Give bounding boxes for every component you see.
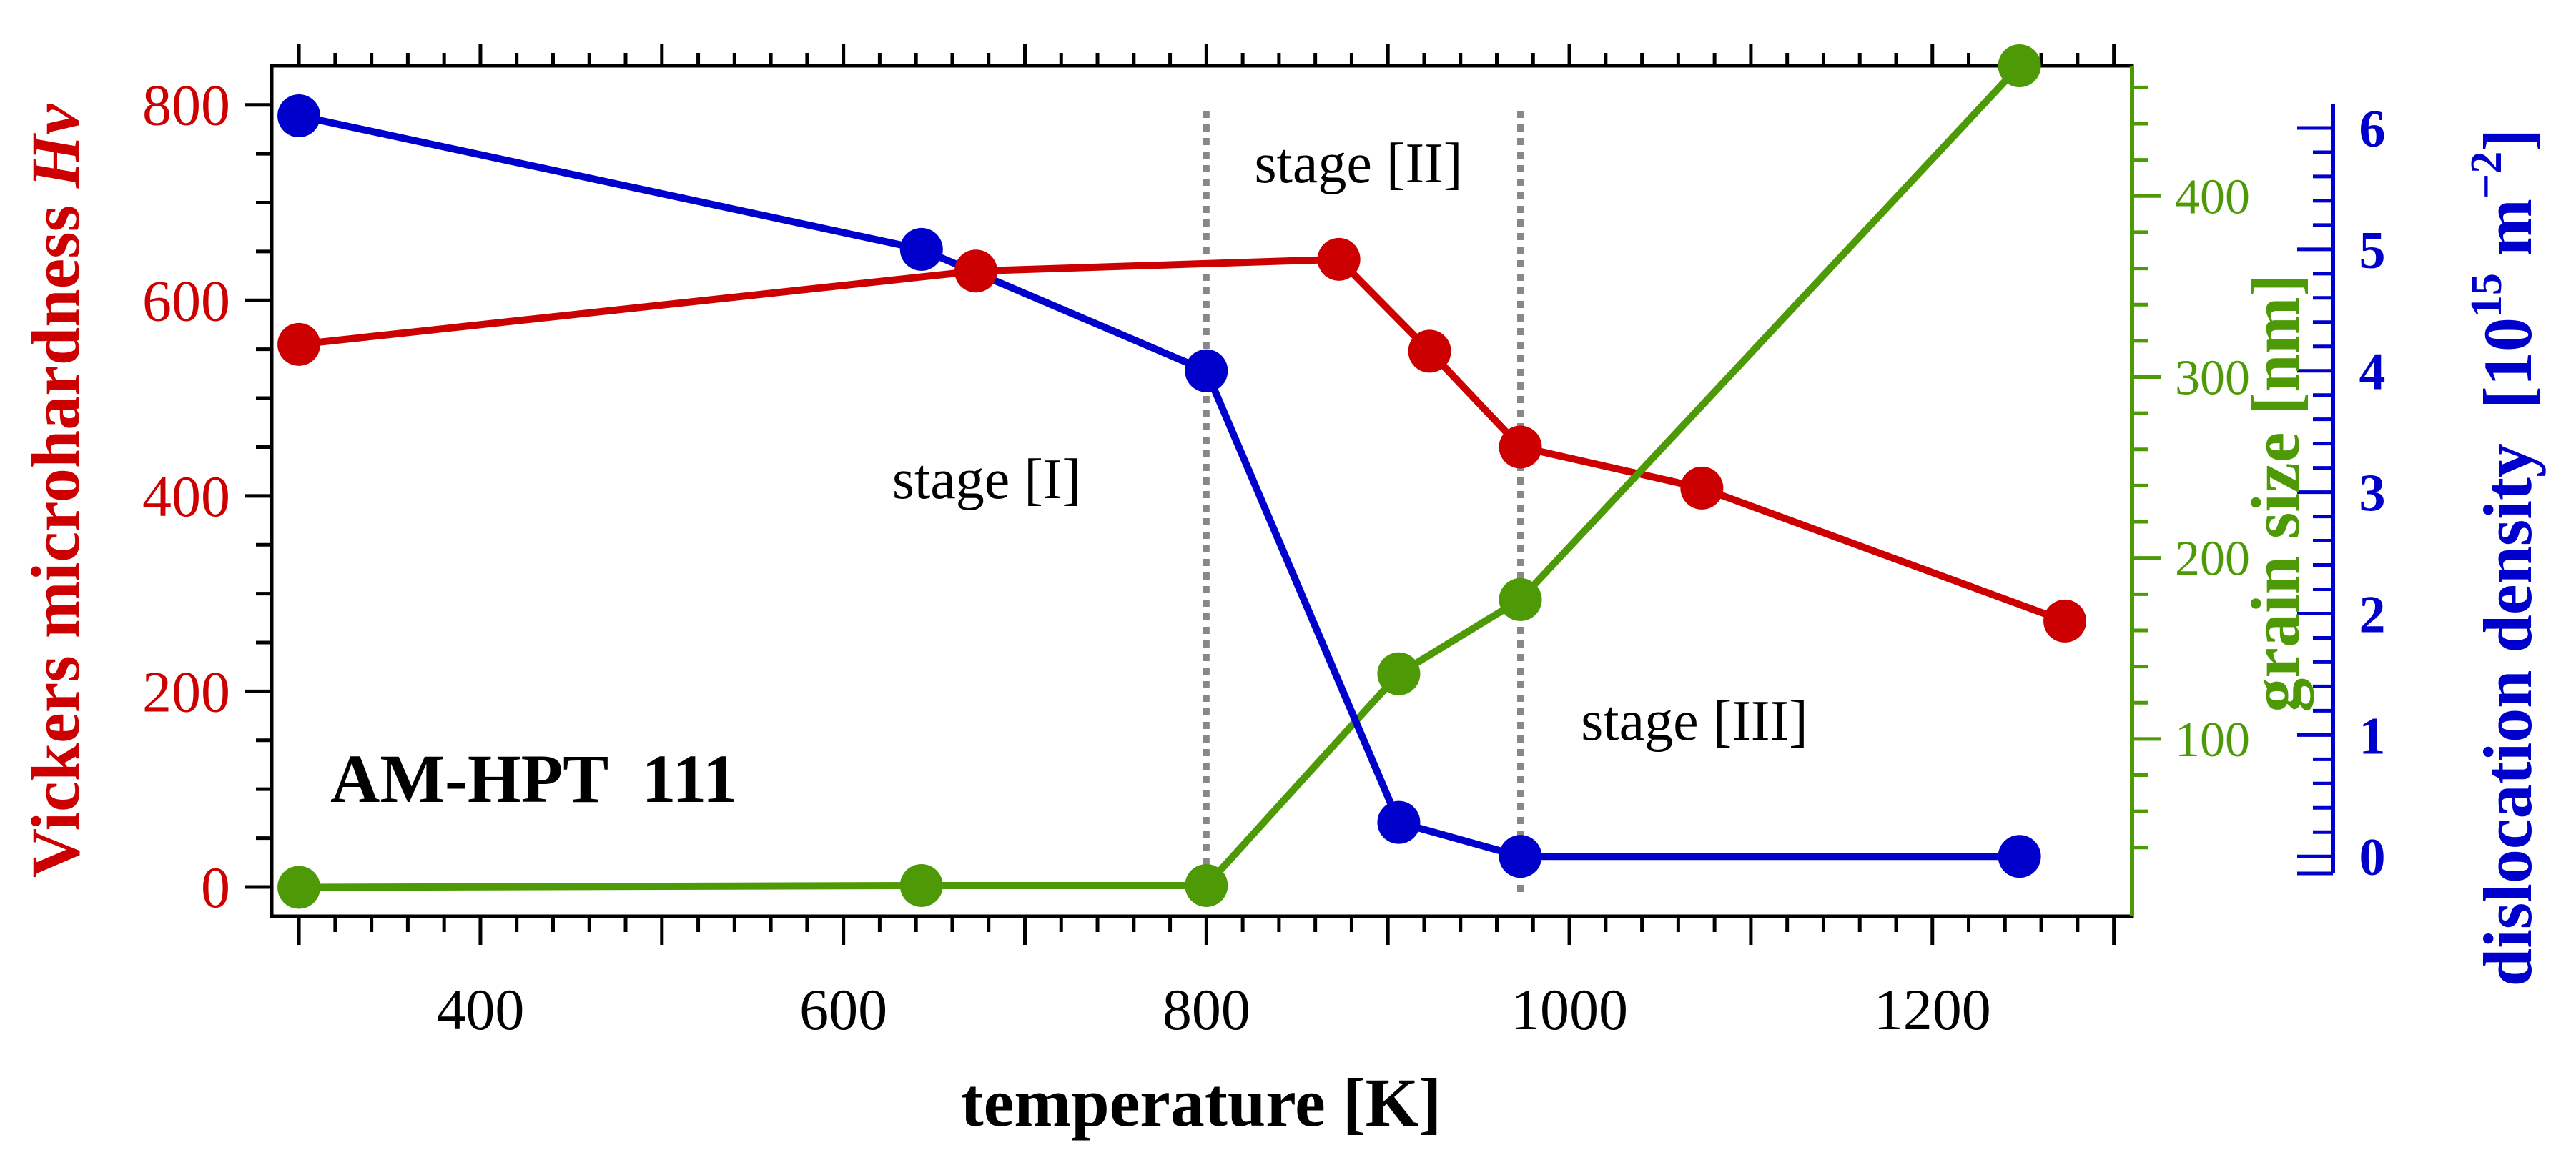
- left-tick-label: 0: [201, 855, 230, 920]
- dislocation-tick-label: 6: [2359, 100, 2386, 159]
- data-point-2-2: [1185, 349, 1228, 392]
- left-tick-label: 800: [142, 73, 230, 138]
- stage-boundary-lines: [1203, 111, 1524, 897]
- x-tick-label: 400: [436, 977, 524, 1042]
- left-axis-title-italic: Hv: [17, 103, 94, 189]
- x-tick-label: 1000: [1511, 977, 1628, 1042]
- data-point-0-1: [954, 249, 997, 293]
- series-line-2: [298, 112, 2020, 861]
- data-point-1-1: [899, 863, 943, 907]
- data-point-2-0: [277, 94, 321, 137]
- grain-size-tick-label: 100: [2175, 713, 2250, 768]
- grain-size-tick-label: 400: [2175, 169, 2250, 224]
- left-axis-title-text: Vickers microhardness: [17, 188, 94, 878]
- series-line-0: [298, 255, 2066, 625]
- data-point-2-1: [899, 227, 943, 271]
- left-tick-label: 200: [142, 659, 230, 724]
- dislocation-tick-label: 2: [2359, 585, 2386, 644]
- dislocation-axis-title-sup: 15: [2462, 273, 2511, 317]
- x-tick-label: 1200: [1874, 977, 1991, 1042]
- grain-size-axis-ticks: 100 200 300 400: [2132, 85, 2250, 850]
- x-axis-title: temperature [K]: [961, 1064, 1442, 1141]
- series-points: [277, 44, 2087, 909]
- dislocation-tick-label: 0: [2359, 828, 2386, 887]
- sample-label: AM-HPT 111: [330, 740, 737, 817]
- stage-2-label: stage [II]: [1255, 132, 1463, 195]
- data-point-1-2: [1185, 863, 1228, 907]
- dislocation-tick-label: 1: [2359, 707, 2386, 765]
- stage-1-label: stage [I]: [892, 448, 1081, 511]
- grain-size-tick-label: 300: [2175, 350, 2250, 405]
- data-point-1-4: [1499, 577, 1542, 621]
- grain-size-axis-title: grain size [nm]: [2237, 274, 2314, 712]
- x-tick-label: 800: [1163, 977, 1250, 1042]
- dislocation-axis-title-end: ]: [2469, 129, 2546, 152]
- grain-size-tick-label: 200: [2175, 532, 2250, 587]
- x-axis-ticks: 400 600 800 1000 1200: [297, 44, 2116, 1042]
- left-tick-label: 400: [142, 464, 230, 529]
- data-point-0-3: [1408, 329, 1451, 373]
- dislocation-axis-title-sup2: −2: [2462, 152, 2511, 199]
- dislocation-axis-title-mid: m: [2469, 199, 2546, 273]
- data-point-1-3: [1377, 652, 1421, 695]
- stage-3-label: stage [III]: [1581, 690, 1808, 753]
- dislocation-tick-label: 4: [2359, 343, 2386, 402]
- dislocation-axis-ticks: 0 1 2 3 4 5 6: [2297, 100, 2386, 887]
- series-line-1: [299, 63, 2023, 891]
- data-point-0-6: [2043, 599, 2087, 643]
- dislocation-axis-title-text: dislocation density [10: [2469, 317, 2546, 986]
- dislocation-tick-label: 5: [2359, 222, 2386, 280]
- left-axis-ticks: 0 200 400 600 800: [142, 73, 272, 920]
- data-point-0-2: [1317, 237, 1361, 281]
- x-tick-label: 600: [799, 977, 887, 1042]
- data-point-2-4: [1499, 835, 1542, 878]
- dislocation-tick-label: 3: [2359, 465, 2386, 523]
- data-point-1-5: [1998, 44, 2041, 87]
- data-point-2-5: [1998, 835, 2041, 878]
- data-point-2-3: [1377, 800, 1421, 844]
- data-point-1-0: [277, 866, 321, 909]
- left-axis-title: Vickers microhardness Hv: [17, 103, 94, 878]
- dislocation-axis-title: dislocation density [1015 m−2]: [2462, 129, 2546, 986]
- data-point-0-5: [1680, 466, 1724, 510]
- left-tick-label: 600: [142, 268, 230, 333]
- data-point-0-4: [1499, 425, 1542, 469]
- data-point-0-0: [277, 322, 321, 366]
